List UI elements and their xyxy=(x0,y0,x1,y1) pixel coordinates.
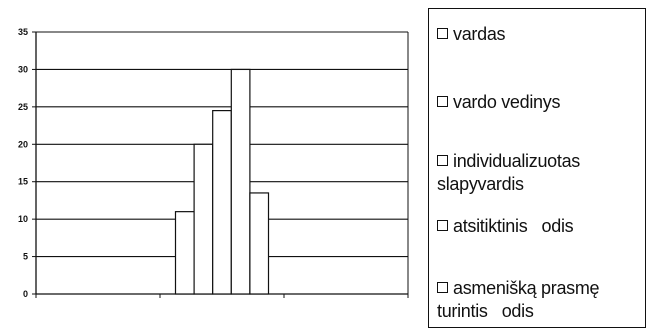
legend-item-vardo-vedinys: vardo vedinys xyxy=(437,91,643,114)
y-tick-label: 25 xyxy=(18,102,28,112)
legend-item-atsitiktinis-odis: atsitiktinis odis xyxy=(437,215,643,238)
legend-label: vardas xyxy=(453,24,506,44)
y-tick-label: 20 xyxy=(18,139,28,149)
legend-item-individualizuotas-slapyvardis: individualizuotas slapyvardis xyxy=(437,150,643,196)
y-tick-label: 35 xyxy=(18,27,28,37)
legend-label: atsitiktinis odis xyxy=(453,216,574,236)
y-tick-labels: 0 5 10 15 20 25 30 35 xyxy=(18,27,28,299)
bar-3 xyxy=(212,109,232,295)
legend-swatch xyxy=(437,155,448,166)
legend-label: asmenišką prasmę turintis odis xyxy=(437,278,600,321)
legend-swatch xyxy=(437,28,448,39)
legend-swatch xyxy=(437,96,448,107)
legend: vardas vardo vedinys individualizuotas s… xyxy=(428,8,646,328)
bars xyxy=(174,68,270,295)
legend-item-asmeniska-prasme-turintis-odis: asmenišką prasmę turintis odis xyxy=(437,277,643,323)
legend-item-vardas: vardas xyxy=(437,23,643,46)
y-tick-label: 15 xyxy=(18,177,28,187)
legend-swatch xyxy=(437,220,448,231)
bar-5 xyxy=(249,192,270,295)
bar-2 xyxy=(193,143,214,295)
y-tick-label: 5 xyxy=(23,252,28,262)
legend-label: individualizuotas slapyvardis xyxy=(437,151,580,194)
bar-4 xyxy=(230,68,251,295)
y-tick-label: 30 xyxy=(18,64,28,74)
y-tick-label: 10 xyxy=(18,214,28,224)
legend-swatch xyxy=(437,282,448,293)
y-tick-label: 0 xyxy=(23,289,28,299)
legend-label: vardo vedinys xyxy=(453,92,561,112)
bar-1 xyxy=(174,211,195,295)
